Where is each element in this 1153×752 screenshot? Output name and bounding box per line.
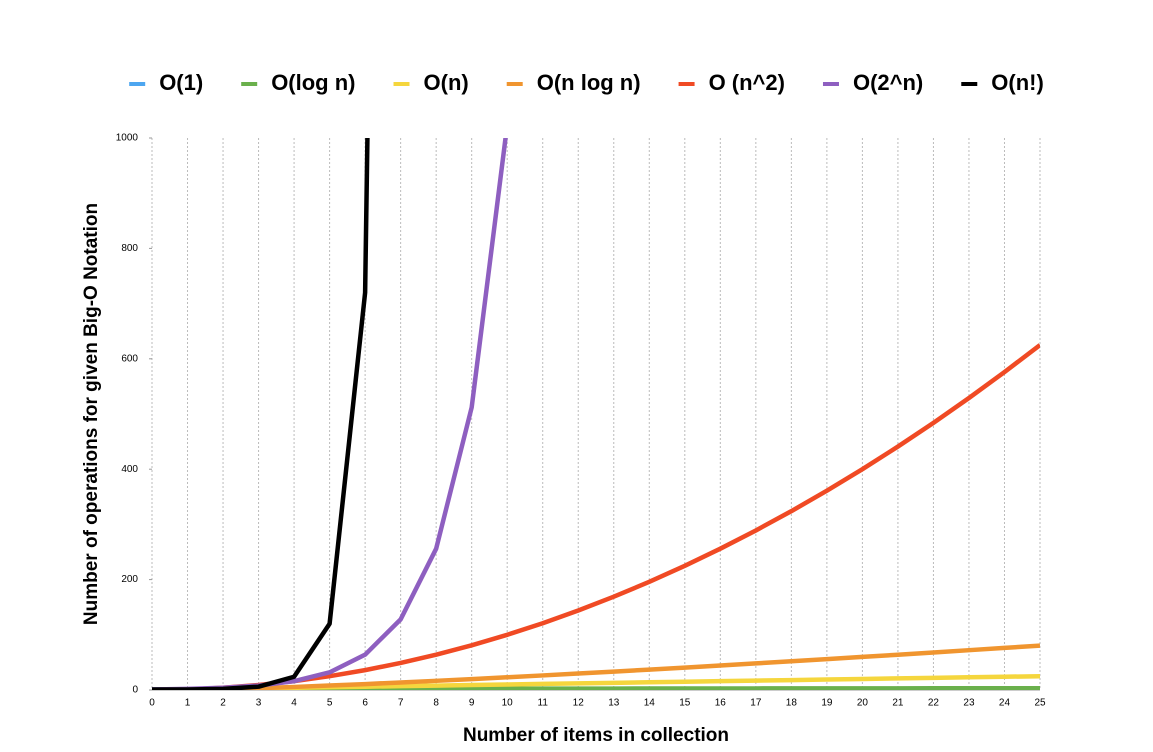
x-tick-label: 6 (362, 698, 368, 709)
x-tick-label: 0 (149, 698, 155, 709)
x-tick-label: 21 (892, 698, 904, 709)
y-tick-label: 200 (121, 574, 138, 585)
x-tick-label: 17 (750, 698, 762, 709)
x-axis-label: Number of items in collection (463, 725, 729, 746)
legend: O(1) O(log n) O(n) O(n log n) O (n^2) O(2^n) O… (129, 70, 1044, 95)
legend-item: O (n^2) (678, 70, 785, 95)
legend-item: O(log n) (241, 70, 356, 95)
plot-lines (152, 138, 1040, 690)
x-tick-label: 11 (538, 698, 549, 709)
legend-label: O (n^2) (709, 70, 785, 95)
x-tick-label: 14 (644, 698, 656, 709)
x-tick-label: 5 (327, 698, 333, 709)
y-axis-label: Number of operations for given Big-O Not… (81, 203, 102, 625)
x-tick-label: 10 (502, 698, 514, 709)
y-tick-label: 600 (121, 353, 138, 364)
legend-label: O(log n) (271, 70, 355, 95)
x-tick-label: 15 (679, 698, 691, 709)
x-tick-label: 9 (469, 698, 475, 709)
x-tick-label: 25 (1034, 698, 1046, 709)
legend-label: O(2^n) (853, 70, 923, 95)
x-tick-label: 7 (398, 698, 404, 709)
x-tick-label: 13 (608, 698, 620, 709)
series-line (152, 643, 1040, 690)
x-tick-label: 1 (185, 698, 191, 709)
x-tick-label: 22 (928, 698, 940, 709)
series-line (152, 343, 1040, 690)
x-tick-label: 16 (715, 698, 727, 709)
x-tick-label: 4 (291, 698, 297, 709)
x-tick-label: 20 (857, 698, 869, 709)
y-tick-label: 400 (121, 464, 138, 475)
x-tick-label: 19 (821, 698, 833, 709)
legend-item: O(n!) (961, 70, 1044, 95)
legend-item: O(n) (393, 70, 469, 95)
legend-item: O(n log n) (506, 70, 641, 95)
y-tick-label: 800 (121, 243, 138, 254)
x-tick-label: 8 (433, 698, 439, 709)
legend-label: O(1) (159, 70, 203, 95)
y-tick-label: 0 (132, 685, 138, 696)
x-tick-label: 24 (999, 698, 1011, 709)
legend-label: O(n!) (991, 70, 1044, 95)
legend-label: O(n log n) (537, 70, 641, 95)
legend-item: O(2^n) (822, 70, 923, 95)
series-line (152, 138, 370, 690)
x-tick-label: 12 (573, 698, 585, 709)
x-tick-label: 2 (220, 698, 226, 709)
x-tick-label: 18 (786, 698, 798, 709)
legend-label: O(n) (424, 70, 469, 95)
x-tick-label: 23 (963, 698, 975, 709)
y-tick-label: 1000 (116, 133, 139, 144)
legend-item: O(1) (129, 70, 203, 95)
grid: 0 1 2 3 4 5 6 7 8 9 10 11 12 13 14 15 16 17 18 19 20 21 22 23 24… (116, 133, 1046, 709)
x-tick-label: 3 (256, 698, 262, 709)
